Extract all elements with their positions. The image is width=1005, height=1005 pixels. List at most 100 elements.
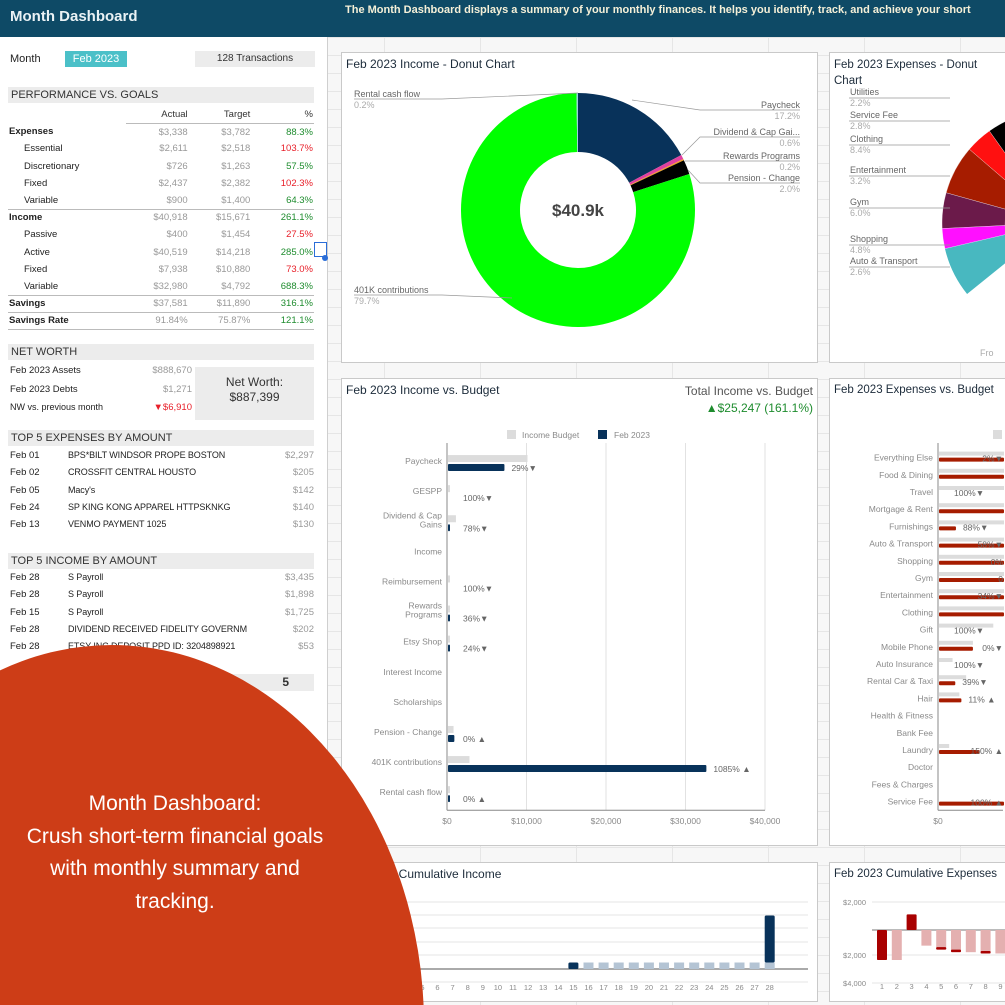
budget-bar[interactable] <box>939 572 1004 576</box>
actual-bar[interactable] <box>939 457 1004 462</box>
actual-bar[interactable] <box>939 509 1004 514</box>
actual-bar[interactable] <box>939 578 1004 582</box>
carry-bar[interactable] <box>613 962 624 970</box>
carry-bar[interactable] <box>965 930 976 953</box>
list-item[interactable]: Feb 28 DIVIDEND RECEIVED FIDELITY GOVERNM… <box>10 624 314 641</box>
actual-bar[interactable] <box>448 614 450 622</box>
actual-bar[interactable] <box>939 750 980 754</box>
carry-bar[interactable] <box>921 930 932 946</box>
donut-slice-paycheck[interactable] <box>578 93 682 183</box>
budget-bar[interactable] <box>448 635 450 643</box>
list-item[interactable]: Feb 28 S Payroll $1,898 <box>10 589 314 606</box>
new-expense-bar[interactable] <box>936 947 947 950</box>
budget-bar[interactable] <box>939 640 973 645</box>
donut-slice-401k-contributions[interactable] <box>461 93 695 327</box>
budget-bar[interactable] <box>939 658 953 662</box>
net-worth-total: Net Worth: $887,399 <box>195 367 314 420</box>
donut-slice-dividend-cap-gai-[interactable] <box>629 155 684 185</box>
donut-slice-shopping[interactable] <box>941 192 1005 229</box>
budget-bar[interactable] <box>939 692 960 697</box>
new-expense-bar[interactable] <box>877 930 887 960</box>
budget-bar[interactable] <box>448 756 470 764</box>
budget-bar[interactable] <box>939 451 1004 456</box>
actual-bar[interactable] <box>939 543 1004 548</box>
list-item[interactable]: Feb 13 VENMO PAYMENT 1025 $130 <box>10 519 314 536</box>
actual-bar[interactable] <box>448 765 707 773</box>
actual-bar[interactable] <box>939 474 1004 479</box>
carry-bar[interactable] <box>995 930 1005 954</box>
cell-selection[interactable] <box>314 242 327 257</box>
actual-bar[interactable] <box>939 526 956 531</box>
donut-slice-entertainment[interactable] <box>969 130 1005 190</box>
carry-bar[interactable] <box>891 930 902 960</box>
list-item[interactable]: Feb 01 BPS*BILT WINDSOR PROPE BOSTON $2,29… <box>10 450 314 467</box>
budget-bar[interactable] <box>939 744 950 748</box>
list-item[interactable]: Feb 02 CROSSFIT CENTRAL HOUSTO $205 <box>10 467 314 484</box>
list-item[interactable]: Feb 24 SP KING KONG APPAREL HTTPSKNKG $140 <box>10 502 314 519</box>
budget-bar[interactable] <box>939 554 1004 559</box>
carry-bar[interactable] <box>674 962 685 970</box>
actual-bar[interactable] <box>448 644 450 652</box>
actual-bar[interactable] <box>939 646 973 651</box>
carry-bar[interactable] <box>689 962 700 970</box>
carry-bar[interactable] <box>628 962 639 970</box>
budget-bar[interactable] <box>448 605 450 613</box>
list-item[interactable]: Feb 28 S Payroll $3,435 <box>10 572 314 589</box>
carry-bar[interactable] <box>764 962 775 970</box>
new-income-bar[interactable] <box>568 962 579 970</box>
budget-bar[interactable] <box>939 486 1004 490</box>
carry-bar[interactable] <box>734 962 745 970</box>
list-item[interactable]: Feb 05 Macy's $142 <box>10 485 314 502</box>
budget-bar[interactable] <box>939 468 1004 473</box>
donut-slice-clothing[interactable] <box>989 111 1005 182</box>
carry-bar[interactable] <box>719 962 730 970</box>
carry-bar[interactable] <box>704 962 715 970</box>
actual-bar[interactable] <box>448 795 450 803</box>
carry-bar[interactable] <box>980 930 991 954</box>
carry-bar[interactable] <box>598 962 609 970</box>
donut-slice-rental-cash-flow[interactable] <box>576 93 578 153</box>
budget-bar[interactable] <box>939 537 1004 542</box>
carry-bar[interactable] <box>659 962 669 970</box>
carry-bar[interactable] <box>583 962 594 970</box>
new-expense-bar[interactable] <box>980 950 991 954</box>
budget-bar[interactable] <box>939 589 1004 594</box>
actual-bar[interactable] <box>939 612 1004 617</box>
budget-bar[interactable] <box>448 515 456 523</box>
new-expense-bar[interactable] <box>906 914 917 930</box>
carry-bar[interactable] <box>643 962 654 970</box>
actual-bar[interactable] <box>448 464 505 472</box>
donut-slice-rewards-programs[interactable] <box>630 158 684 186</box>
budget-bar[interactable] <box>939 520 1004 525</box>
budget-bar[interactable] <box>448 485 450 493</box>
income-donut-panel: Feb 2023 Income - Donut Chart $40.9k Payc… <box>341 52 818 363</box>
budget-bar[interactable] <box>448 455 528 463</box>
donut-slice-gym[interactable] <box>945 149 1005 210</box>
budget-bar[interactable] <box>448 725 454 733</box>
budget-bar[interactable] <box>448 575 450 583</box>
actual-bar[interactable] <box>448 524 450 532</box>
list-item[interactable]: Feb 28 ETSY INC DEPOSIT PPD ID: 320489892… <box>10 641 314 658</box>
budget-bar[interactable] <box>939 503 1004 508</box>
selection-handle[interactable] <box>322 255 328 261</box>
donut-slice-auto-transport[interactable] <box>941 225 1005 249</box>
list-item[interactable]: Feb 15 S Payroll $1,725 <box>10 607 314 624</box>
actual-bar[interactable] <box>939 801 1004 806</box>
actual-bar[interactable] <box>448 734 455 742</box>
budget-bar[interactable] <box>939 623 994 628</box>
budget-bar[interactable] <box>448 786 450 794</box>
actual-bar[interactable] <box>939 560 1004 565</box>
carry-bar[interactable] <box>749 962 760 970</box>
new-expense-bar[interactable] <box>951 949 961 953</box>
actual-bar[interactable] <box>939 698 962 703</box>
carry-bar[interactable] <box>951 930 961 953</box>
new-income-bar[interactable] <box>764 915 775 963</box>
actual-bar[interactable] <box>939 595 1004 600</box>
carry-bar[interactable] <box>936 930 947 950</box>
budget-bar[interactable] <box>939 675 967 680</box>
donut-slice-pension-change[interactable] <box>630 160 690 193</box>
budget-bar[interactable] <box>939 606 1004 611</box>
actual-bar[interactable] <box>939 681 956 686</box>
month-selector[interactable]: Feb 2023 <box>65 51 127 67</box>
donut-slice-other[interactable] <box>944 234 1005 294</box>
